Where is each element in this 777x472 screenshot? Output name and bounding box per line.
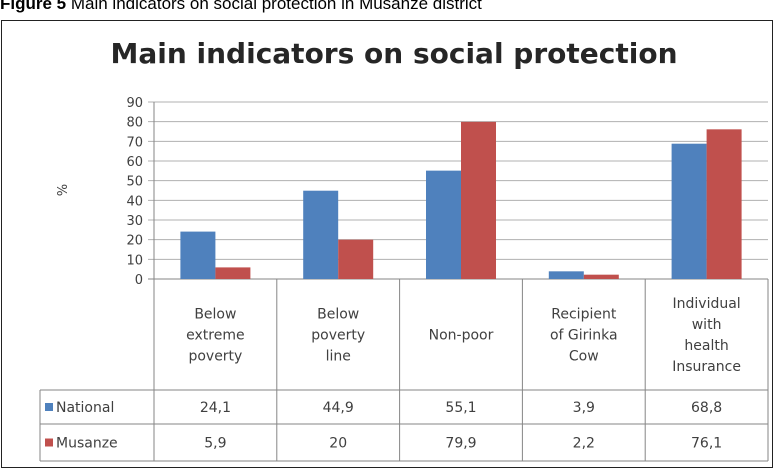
legend-key-national	[45, 403, 53, 411]
chart-frame: Main indicators on social protection % 0…	[1, 20, 773, 468]
data-label-national: 68,8	[691, 400, 722, 416]
figure-caption: Figure 5 Main indicators on social prote…	[0, 0, 777, 18]
y-tick-label: 60	[126, 155, 143, 170]
y-tick-label: 10	[126, 253, 143, 268]
bar-musanze	[706, 129, 742, 279]
category-label: Individual with health Insurance	[672, 296, 741, 375]
y-tick-labels: 0 10 20 30 40 50 60 70 80 90	[126, 96, 143, 288]
bar-musanze	[461, 121, 496, 279]
figure-caption-text: Main indicators on social protection in …	[70, 0, 482, 13]
data-label-musanze: 2,2	[573, 436, 595, 452]
bar-national	[671, 143, 707, 279]
legend-label-musanze: Musanze	[56, 436, 118, 452]
data-table: Below extreme poverty Below poverty line Non-p…	[39, 279, 769, 462]
chart-title: Main indicators on social protection	[110, 37, 677, 70]
bar-national	[548, 271, 584, 279]
chart-svg: Main indicators on social protection % 0…	[39, 37, 769, 462]
data-label-musanze: 5,9	[204, 436, 226, 452]
legend-label-national: National	[56, 400, 114, 416]
y-tick-label: 0	[135, 273, 143, 288]
data-label-musanze: 20	[329, 436, 347, 452]
data-label-national: 3,9	[573, 400, 595, 416]
bars	[180, 121, 742, 279]
bar-musanze	[338, 239, 374, 279]
y-tick-label: 70	[126, 135, 143, 150]
data-label-national: 44,9	[323, 400, 354, 416]
y-axis-label: %	[53, 184, 68, 196]
bar-national	[303, 190, 339, 279]
data-label-musanze: 79,9	[445, 436, 476, 452]
data-label-national: 24,1	[200, 400, 231, 416]
category-label: Recipient of Girinka Cow	[550, 307, 618, 365]
category-label: Non-poor	[429, 328, 494, 344]
bar-musanze	[583, 274, 619, 279]
y-tick-label: 30	[126, 214, 143, 229]
bar-musanze	[215, 267, 251, 279]
y-tick-label: 90	[126, 96, 143, 111]
data-label-national: 55,1	[445, 400, 476, 416]
y-tick-label: 80	[126, 116, 143, 131]
data-label-musanze: 76,1	[691, 436, 722, 452]
bar-national	[426, 170, 461, 279]
bar-national	[180, 231, 216, 279]
figure-number: Figure 5	[0, 0, 67, 13]
y-tick-label: 20	[126, 234, 143, 249]
category-label: Below extreme poverty	[186, 307, 244, 365]
legend-key-musanze	[45, 438, 53, 447]
y-tick-label: 50	[126, 175, 143, 190]
y-tick-label: 40	[126, 194, 143, 209]
category-label: Below poverty line	[311, 307, 365, 365]
